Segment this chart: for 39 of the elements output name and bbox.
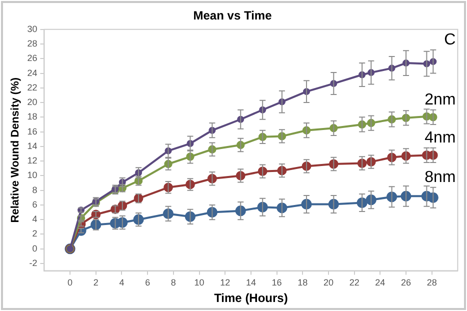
x-tick-label: 26 <box>401 278 412 288</box>
series-label: 8nm <box>424 168 456 186</box>
series-label: C <box>444 31 456 48</box>
y-tick-label: 16 <box>27 126 38 136</box>
x-tick-label: 28 <box>426 278 437 288</box>
x-tick-label: 18 <box>298 278 308 288</box>
y-tick-label: 18 <box>27 112 38 122</box>
y-tick-label: 24 <box>27 68 38 78</box>
y-tick-label: 22 <box>27 82 38 92</box>
x-axis-title: Time (Hours) <box>214 291 288 306</box>
series-label: 2nm <box>424 91 456 108</box>
y-tick-label: 12 <box>27 156 38 166</box>
chart-title: Mean vs Time <box>193 8 272 23</box>
y-tick-label: 6 <box>32 199 38 210</box>
x-tick-label: 12 <box>220 278 230 288</box>
x-tick-label: 24 <box>375 278 386 288</box>
x-tick-label: 16 <box>272 278 282 288</box>
y-tick-label: 8 <box>32 184 38 195</box>
series-label: 4nm <box>424 129 456 146</box>
y-tick-label: 0 <box>32 243 38 254</box>
y-tick-label: 10 <box>27 170 38 180</box>
x-tick-label: 10 <box>194 278 204 288</box>
x-tick-label: 2 <box>93 278 98 288</box>
y-tick-label: -2 <box>29 258 38 268</box>
x-tick-label: 0 <box>68 278 73 288</box>
x-tick-label: 22 <box>349 278 360 288</box>
y-tick-label: 26 <box>27 53 38 64</box>
y-tick-label: 14 <box>27 140 38 151</box>
y-tick-label: 28 <box>27 38 38 49</box>
y-tick-label: 30 <box>27 24 38 34</box>
x-tick-label: 6 <box>145 278 150 288</box>
y-tick-label: 20 <box>27 97 38 108</box>
y-tick-label: 2 <box>32 228 38 239</box>
x-tick-label: 20 <box>323 278 334 288</box>
y-axis-title: Relative Wound Density (%) <box>10 77 22 223</box>
x-tick-label: 4 <box>119 278 124 288</box>
x-tick-label: 14 <box>246 278 256 288</box>
x-tick-label: 8 <box>170 278 176 288</box>
y-tick-label: 4 <box>32 214 38 224</box>
